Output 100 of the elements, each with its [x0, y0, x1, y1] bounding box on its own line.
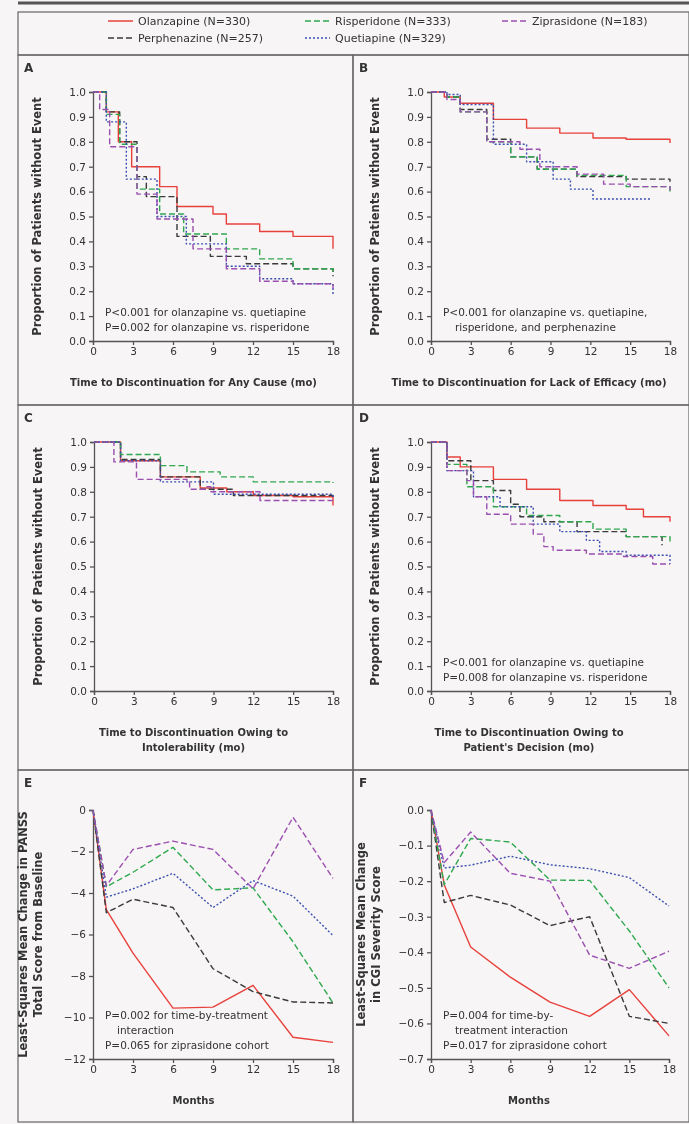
- y-tick-label: −2: [70, 845, 86, 858]
- annotation: P=0.017 for ziprasidone cohort: [443, 1039, 607, 1051]
- x-tick-label: 9: [210, 1063, 217, 1076]
- y-tick-label: −0.7: [398, 1052, 424, 1065]
- y-tick-label: 0.3: [70, 610, 87, 623]
- y-tick-label: 0.0: [69, 334, 86, 347]
- x-axis-title: Time to Discontinuation Owing to Patient's Decision (mo): [434, 727, 624, 753]
- y-tick-label: −0.5: [398, 981, 424, 994]
- x-tick-label: 0: [428, 695, 435, 708]
- x-tick-label: 18: [326, 695, 341, 708]
- y-tick-label: 0.7: [69, 160, 86, 173]
- annotation: P=0.004 for time-by- treatment interaction: [443, 1009, 568, 1036]
- annotation: P<0.001 for olanzapine vs. quetiapine: [105, 306, 307, 318]
- y-tick-label: 0.1: [407, 659, 424, 672]
- y-tick-label: −0.6: [398, 1017, 425, 1030]
- x-tick-label: 3: [130, 1063, 137, 1076]
- y-tick-label: 0: [79, 803, 86, 816]
- annotation: P=0.065 for ziprasidone cohort: [105, 1039, 269, 1051]
- y-tick-label: 0.8: [70, 485, 87, 498]
- y-tick-label: 0.0: [407, 684, 424, 697]
- x-tick-label: 15: [623, 345, 638, 358]
- y-tick-label: 0.5: [407, 560, 424, 573]
- x-tick-label: 6: [170, 345, 178, 358]
- x-tick-label: 18: [663, 345, 678, 358]
- legend-label: Quetiapine (N=329): [335, 32, 446, 45]
- y-tick-label: 0.3: [69, 260, 86, 273]
- y-tick-label: 0.7: [70, 510, 87, 523]
- x-tick-label: 6: [507, 1063, 515, 1076]
- y-tick-label: −0.1: [398, 839, 424, 852]
- chart-title: A: [24, 61, 34, 75]
- y-tick-label: 0.0: [407, 803, 424, 816]
- y-axis-title: Least-Squares Mean Change in PANSS Total Score from Baseline: [16, 811, 45, 1058]
- chart-title: F: [359, 776, 368, 790]
- x-tick-label: 18: [662, 1063, 677, 1076]
- y-tick-label: 0.6: [407, 535, 425, 548]
- x-tick-label: 3: [467, 695, 475, 708]
- y-tick-label: −0.2: [398, 875, 424, 887]
- x-axis-title: Months: [172, 1095, 215, 1106]
- x-tick-label: 15: [623, 695, 638, 708]
- y-tick-label: −8: [70, 969, 86, 982]
- x-tick-label: 15: [623, 1063, 637, 1076]
- legend-label: Ziprasidone (N=183): [532, 15, 648, 28]
- y-tick-label: 0.2: [69, 285, 86, 298]
- y-tick-label: 0.1: [69, 309, 86, 322]
- chart-title: C: [24, 411, 33, 425]
- x-tick-label: 9: [547, 695, 555, 708]
- annotation: P=0.002 for time-by-treatment interaction: [105, 1009, 268, 1036]
- legend-label: Perphenazine (N=257): [138, 32, 264, 45]
- y-tick-label: 0.9: [407, 460, 424, 473]
- x-tick-label: 15: [286, 345, 301, 358]
- y-tick-label: 1.0: [70, 435, 87, 448]
- x-tick-label: 15: [286, 1063, 301, 1076]
- x-tick-label: 0: [428, 345, 435, 358]
- x-axis-title: Months: [508, 1095, 550, 1106]
- y-tick-label: 0.8: [407, 485, 424, 498]
- y-tick-label: −4: [70, 886, 87, 899]
- x-tick-label: 18: [326, 1063, 341, 1076]
- line-series: [92, 809, 334, 890]
- y-tick-label: 0.1: [407, 309, 424, 322]
- x-tick-label: 18: [326, 345, 341, 358]
- x-axis-title: Time to Discontinuation Owing to Intolerability (mo): [98, 727, 289, 753]
- y-tick-label: −0.4: [398, 946, 425, 959]
- x-tick-label: 6: [170, 695, 178, 708]
- y-tick-label: 0.8: [407, 135, 424, 148]
- x-tick-label: 3: [467, 345, 475, 358]
- y-tick-label: 1.0: [407, 435, 424, 448]
- annotation: P=0.002 for olanzapine vs. risperidone: [105, 321, 310, 333]
- y-tick-label: 0.3: [407, 610, 424, 623]
- y-tick-label: 0.2: [70, 635, 87, 648]
- x-tick-label: 12: [584, 345, 598, 358]
- x-tick-label: 0: [91, 695, 98, 708]
- y-tick-label: −12: [63, 1052, 86, 1065]
- x-axis-title: Time to Discontinuation for Lack of Efficacy (mo): [391, 377, 667, 388]
- y-tick-label: 0.5: [69, 210, 86, 223]
- x-tick-label: 3: [130, 345, 137, 358]
- y-tick-label: 0.4: [407, 585, 425, 598]
- x-tick-label: 15: [286, 695, 301, 708]
- x-tick-label: 9: [547, 1063, 554, 1076]
- y-tick-label: 0.4: [70, 585, 88, 598]
- x-tick-label: 0: [90, 1063, 97, 1076]
- annotation: P<0.001 for olanzapine vs. quetiapine: [443, 656, 645, 668]
- y-tick-label: 0.0: [407, 334, 424, 347]
- y-tick-label: 0.3: [407, 260, 424, 273]
- y-axis-title: Proportion of Patients without Event: [30, 96, 44, 336]
- y-tick-label: 0.0: [70, 684, 87, 697]
- x-tick-label: 9: [547, 345, 555, 358]
- line-series: [92, 809, 334, 1004]
- y-tick-label: 0.2: [407, 635, 424, 648]
- y-tick-label: 0.6: [70, 535, 88, 548]
- y-tick-label: 1.0: [407, 85, 424, 98]
- y-tick-label: 0.5: [407, 210, 424, 223]
- x-tick-label: 9: [210, 695, 218, 708]
- y-tick-label: 0.7: [407, 160, 424, 173]
- y-tick-label: 1.0: [69, 85, 86, 98]
- chart-title: E: [24, 776, 33, 790]
- y-tick-label: 0.2: [407, 285, 424, 298]
- y-tick-label: 0.9: [407, 110, 424, 123]
- y-tick-label: 0.1: [70, 659, 87, 672]
- x-tick-label: 3: [467, 1063, 475, 1076]
- x-tick-label: 6: [170, 1063, 178, 1076]
